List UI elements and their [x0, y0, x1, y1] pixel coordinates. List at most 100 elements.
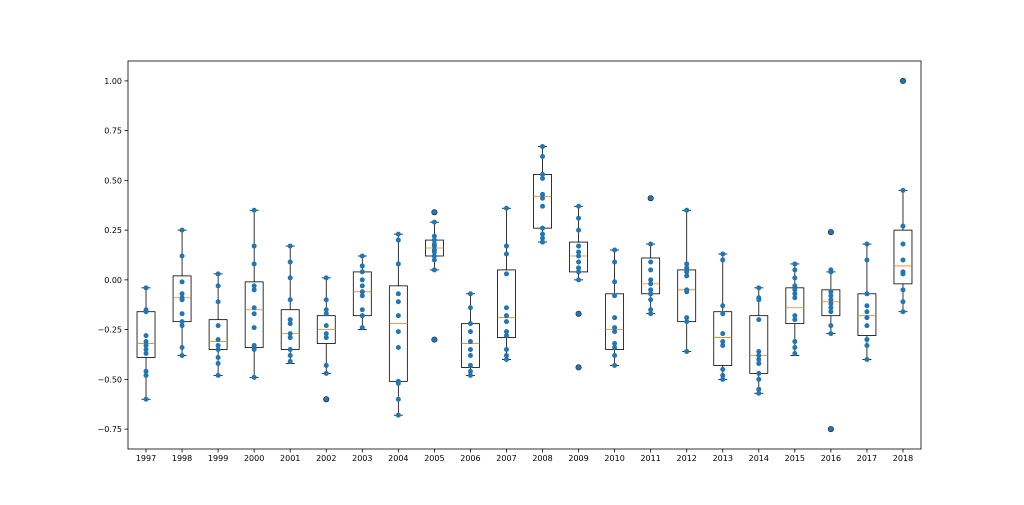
data-point	[756, 349, 762, 355]
data-point	[251, 207, 257, 213]
data-point	[503, 333, 509, 339]
x-tick-label: 2009	[568, 454, 588, 463]
data-point	[756, 297, 762, 303]
box-2016	[821, 229, 841, 433]
data-point	[828, 269, 834, 275]
data-point	[467, 329, 473, 335]
data-point	[648, 267, 654, 273]
data-point	[503, 352, 509, 358]
data-point	[756, 390, 762, 396]
box-1997	[136, 287, 156, 400]
data-point	[215, 337, 221, 343]
data-point	[503, 329, 509, 335]
data-point	[576, 215, 582, 221]
data-point	[756, 376, 762, 382]
data-point	[828, 323, 834, 329]
data-point	[179, 279, 185, 285]
data-point	[576, 227, 582, 233]
x-tick-label: 2012	[677, 454, 697, 463]
data-point	[431, 233, 437, 239]
outlier-marker	[827, 229, 834, 236]
data-point	[359, 253, 365, 259]
x-tick-label: 1997	[136, 454, 156, 463]
data-point	[287, 352, 293, 358]
data-point	[323, 307, 329, 313]
data-point	[792, 345, 798, 351]
data-point	[359, 307, 365, 313]
data-point	[179, 323, 185, 329]
data-point	[684, 265, 690, 271]
data-point	[540, 144, 546, 150]
data-point	[215, 343, 221, 349]
data-point	[359, 283, 365, 289]
data-point	[612, 279, 618, 285]
data-point	[287, 331, 293, 337]
data-point	[756, 370, 762, 376]
data-point	[576, 269, 582, 275]
data-point	[792, 339, 798, 345]
data-point	[179, 311, 185, 317]
data-point	[359, 325, 365, 331]
data-point	[612, 341, 618, 347]
data-point	[503, 271, 509, 277]
data-point	[179, 227, 185, 233]
data-point	[900, 257, 906, 263]
data-point	[143, 339, 149, 345]
data-point	[143, 285, 149, 291]
data-point	[395, 345, 401, 351]
data-point	[431, 243, 437, 249]
data-point	[684, 261, 690, 267]
data-point	[359, 293, 365, 299]
data-point	[467, 368, 473, 374]
data-point	[251, 311, 257, 317]
data-point	[828, 309, 834, 315]
data-point	[503, 251, 509, 257]
x-tick-label: 2016	[821, 454, 841, 463]
y-axis: −0.75 −0.50 −0.25 0.00 0.25 0.50 0.75 1.00	[97, 77, 128, 434]
data-point	[684, 289, 690, 295]
data-point	[503, 305, 509, 311]
y-tick-label: 0.25	[104, 226, 122, 235]
data-point	[215, 271, 221, 277]
data-point	[215, 360, 221, 366]
box-body	[893, 229, 913, 285]
data-point	[576, 243, 582, 249]
data-point	[143, 350, 149, 356]
data-point	[792, 295, 798, 301]
data-point	[612, 325, 618, 331]
data-point	[540, 171, 546, 177]
data-point	[323, 362, 329, 368]
data-point	[467, 347, 473, 353]
data-point	[576, 259, 582, 265]
box-body	[280, 309, 300, 350]
data-point	[251, 287, 257, 293]
data-point	[612, 315, 618, 321]
data-point	[251, 343, 257, 349]
data-point	[540, 191, 546, 197]
data-point	[648, 287, 654, 293]
outlier-marker	[827, 426, 834, 433]
data-point	[395, 261, 401, 267]
data-point	[540, 231, 546, 237]
data-point	[828, 331, 834, 337]
data-point	[756, 352, 762, 358]
data-point	[900, 241, 906, 247]
data-point	[828, 305, 834, 311]
x-tick-label: 2007	[496, 454, 516, 463]
data-point	[648, 241, 654, 247]
y-tick-label: −0.25	[97, 326, 122, 335]
y-tick-label: 0.75	[104, 127, 122, 136]
x-tick-label: 2003	[352, 454, 372, 463]
data-point	[395, 313, 401, 319]
data-point	[792, 291, 798, 297]
data-point	[720, 343, 726, 349]
data-point	[251, 261, 257, 267]
data-point	[359, 263, 365, 269]
x-tick-label: 2006	[460, 454, 480, 463]
data-point	[864, 356, 870, 362]
data-point	[287, 321, 293, 327]
data-point	[720, 339, 726, 345]
x-tick-label: 2005	[424, 454, 444, 463]
data-point	[287, 347, 293, 353]
data-point	[287, 275, 293, 281]
